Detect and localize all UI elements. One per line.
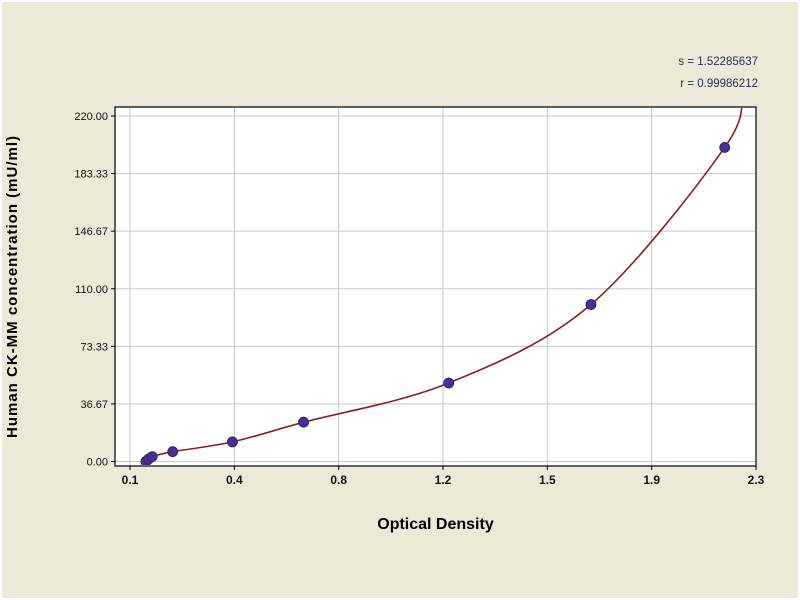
y-tick-label: 110.00 xyxy=(75,284,108,296)
x-tick-label: 1.5 xyxy=(539,473,556,487)
data-point xyxy=(167,446,179,458)
fit-r-value: r = 0.99986212 xyxy=(680,77,758,90)
y-tick-label: 146.67 xyxy=(74,226,108,238)
fit-s-value: s = 1.52285637 xyxy=(678,56,758,68)
x-tick-label: 1.2 xyxy=(435,473,452,487)
x-tick-label: 0.4 xyxy=(226,473,243,487)
data-point xyxy=(719,141,731,153)
y-tick-label: 0.00 xyxy=(87,457,108,469)
data-point xyxy=(298,416,310,428)
x-tick-label: 2.3 xyxy=(748,473,765,487)
data-point xyxy=(585,299,597,310)
fit-statistics: s = 1.52285637 r = 0.99986212 xyxy=(678,52,758,96)
y-tick-label: 73.33 xyxy=(80,341,108,353)
plot-border xyxy=(114,106,757,467)
y-tick-label: 183.33 xyxy=(74,169,108,181)
x-tick-label: 1.9 xyxy=(643,473,660,487)
y-tick-label: 36.67 xyxy=(80,399,108,411)
x-tick-label: 0.1 xyxy=(122,473,139,487)
data-point xyxy=(146,451,158,463)
y-tick-label: 220.00 xyxy=(74,111,108,123)
data-point xyxy=(226,436,238,448)
x-axis-title: Optical Density xyxy=(377,516,494,533)
plot-area xyxy=(115,107,756,466)
data-point xyxy=(443,377,455,389)
x-tick-label: 0.8 xyxy=(330,473,347,487)
